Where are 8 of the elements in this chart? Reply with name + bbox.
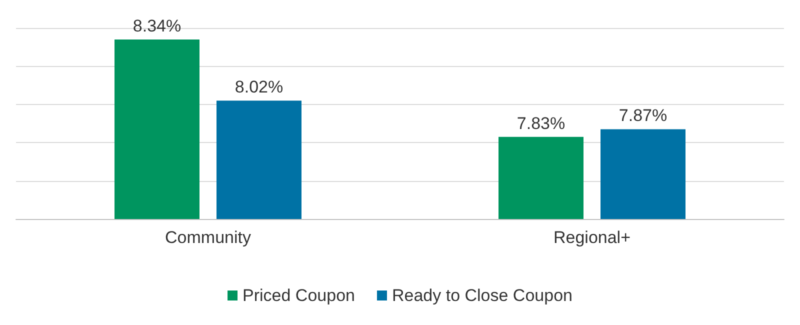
- legend-label: Ready to Close Coupon: [392, 286, 572, 305]
- data-label: 8.34%: [132, 16, 182, 36]
- data-label: 8.02%: [234, 78, 284, 97]
- legend-label: Priced Coupon: [242, 286, 355, 305]
- x-tick-label: Community: [165, 228, 252, 247]
- data-label: 7.83%: [516, 114, 566, 133]
- x-tick-label: Regional+: [553, 228, 631, 247]
- data-label: 7.87%: [618, 106, 668, 126]
